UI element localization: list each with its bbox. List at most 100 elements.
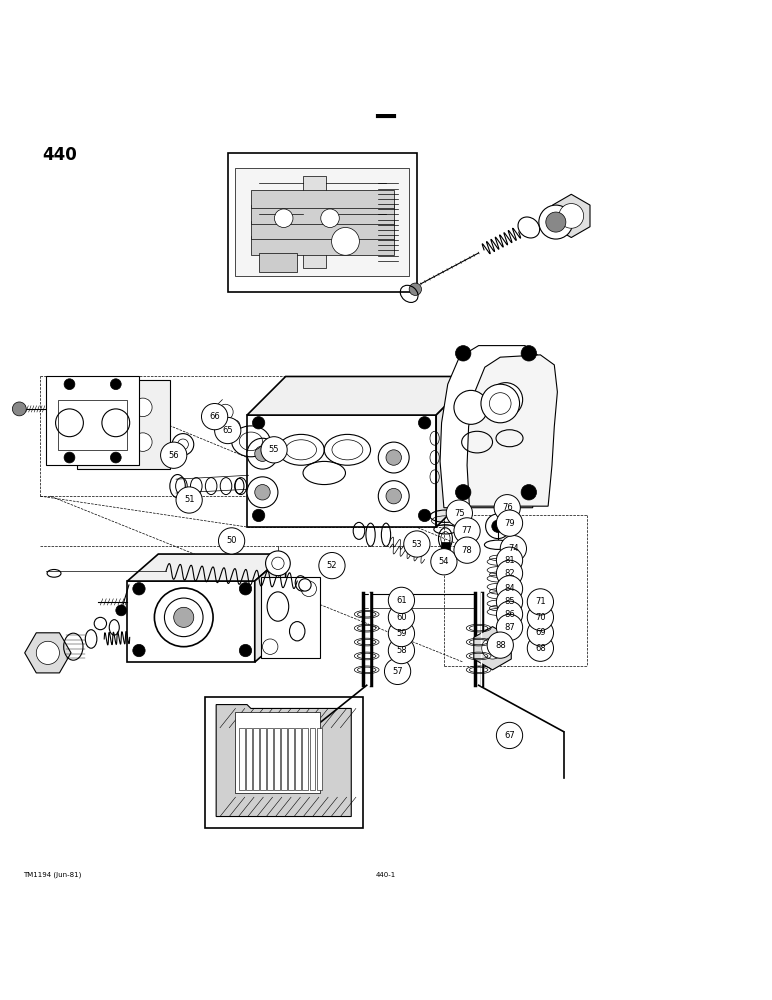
Circle shape	[255, 485, 270, 500]
Bar	[253, 728, 259, 790]
Polygon shape	[235, 712, 320, 793]
Circle shape	[252, 417, 265, 429]
Polygon shape	[216, 705, 351, 817]
Circle shape	[539, 205, 573, 239]
Bar	[58, 400, 127, 450]
Text: 68: 68	[535, 644, 546, 653]
Text: 59: 59	[396, 629, 407, 638]
Text: 57: 57	[392, 667, 403, 676]
Circle shape	[454, 537, 480, 563]
Circle shape	[496, 547, 523, 573]
Text: 87: 87	[504, 623, 515, 632]
Circle shape	[454, 390, 488, 424]
Circle shape	[455, 346, 471, 361]
Circle shape	[454, 518, 480, 544]
Bar	[267, 728, 273, 790]
Polygon shape	[255, 554, 286, 662]
Circle shape	[489, 393, 511, 414]
Circle shape	[527, 604, 554, 630]
Circle shape	[559, 204, 584, 228]
Text: 50: 50	[226, 536, 237, 545]
Circle shape	[492, 520, 504, 532]
Circle shape	[386, 450, 401, 465]
Circle shape	[521, 485, 537, 500]
Circle shape	[110, 379, 121, 390]
Polygon shape	[127, 554, 286, 581]
Circle shape	[431, 549, 457, 575]
Circle shape	[546, 212, 566, 232]
Bar	[303, 176, 326, 268]
Circle shape	[12, 402, 26, 416]
Bar	[239, 728, 245, 790]
Text: 58: 58	[396, 646, 407, 655]
Text: 65: 65	[222, 426, 233, 435]
Polygon shape	[235, 168, 409, 276]
Text: 75: 75	[454, 509, 465, 518]
Text: 55: 55	[269, 445, 279, 454]
Circle shape	[261, 437, 287, 463]
Text: 77: 77	[462, 526, 472, 535]
Text: 52: 52	[327, 561, 337, 570]
Circle shape	[255, 446, 270, 461]
Text: 81: 81	[504, 556, 515, 565]
Circle shape	[272, 557, 284, 569]
Bar	[289, 728, 294, 790]
Bar	[317, 728, 322, 790]
Bar	[260, 728, 266, 790]
Polygon shape	[46, 376, 139, 465]
Circle shape	[494, 495, 520, 521]
Circle shape	[446, 500, 472, 526]
Polygon shape	[77, 380, 170, 469]
Text: 88: 88	[495, 641, 506, 650]
Circle shape	[301, 581, 317, 596]
Circle shape	[496, 560, 523, 586]
Text: 56: 56	[168, 451, 179, 460]
Polygon shape	[127, 581, 255, 662]
Circle shape	[133, 583, 145, 595]
Text: 67: 67	[504, 731, 515, 740]
Text: TM1194 (Jun-81): TM1194 (Jun-81)	[23, 872, 82, 878]
Circle shape	[388, 637, 415, 664]
Bar	[441, 542, 450, 556]
Bar	[282, 728, 287, 790]
Polygon shape	[440, 346, 544, 508]
Circle shape	[95, 433, 113, 451]
Bar	[246, 728, 252, 790]
Bar	[205, 697, 363, 828]
Circle shape	[239, 644, 252, 657]
Circle shape	[496, 576, 523, 602]
Bar	[259, 253, 297, 272]
Text: 51: 51	[184, 495, 195, 504]
Text: 79: 79	[504, 519, 515, 528]
Text: 74: 74	[508, 544, 519, 553]
Circle shape	[496, 589, 523, 615]
Circle shape	[496, 601, 523, 627]
Circle shape	[388, 620, 415, 647]
Circle shape	[161, 442, 187, 468]
Circle shape	[378, 442, 409, 473]
Text: 70: 70	[535, 613, 546, 622]
Bar	[251, 221, 394, 239]
Text: 66: 66	[209, 412, 220, 421]
Text: 78: 78	[462, 546, 472, 555]
Circle shape	[164, 598, 203, 637]
Text: 69: 69	[535, 628, 546, 637]
Circle shape	[418, 417, 431, 429]
Circle shape	[321, 209, 340, 227]
Bar	[251, 190, 394, 208]
Circle shape	[262, 639, 278, 654]
Circle shape	[482, 637, 503, 659]
Bar	[274, 728, 279, 790]
Circle shape	[201, 403, 228, 430]
Circle shape	[36, 641, 59, 664]
Circle shape	[154, 588, 213, 647]
Circle shape	[228, 420, 240, 432]
Circle shape	[319, 552, 345, 579]
Circle shape	[521, 346, 537, 361]
Circle shape	[178, 439, 188, 450]
Polygon shape	[261, 577, 320, 658]
Circle shape	[172, 434, 194, 455]
Circle shape	[388, 604, 415, 630]
Circle shape	[252, 509, 265, 522]
Text: 61: 61	[396, 596, 407, 605]
